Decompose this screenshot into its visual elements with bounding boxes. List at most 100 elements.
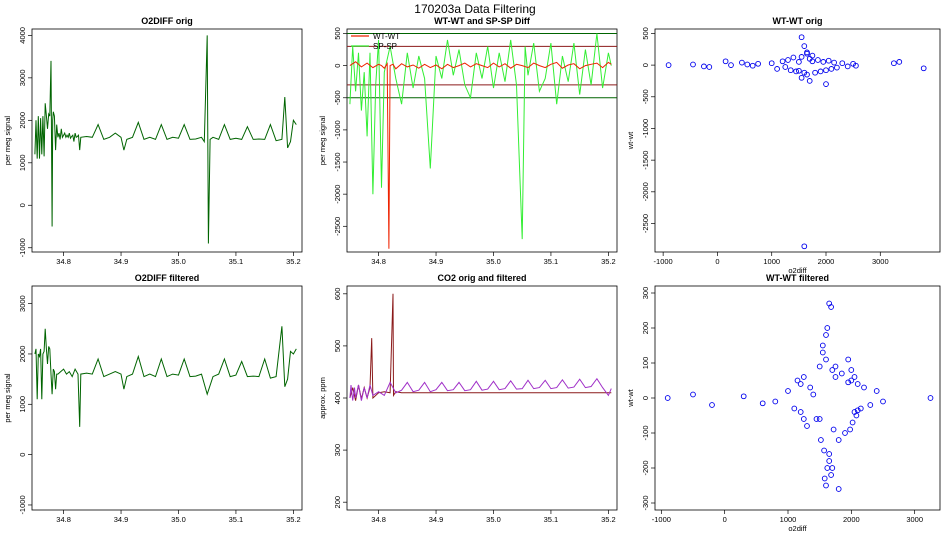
scatter-point [826, 458, 833, 464]
wtwt-spsp-diff-panel: WT-WT and SP-SP Diff 34.8 34.9 35.0 35.1 35.2… [318, 16, 618, 266]
x-tick-label: 35.2 [286, 257, 301, 266]
scatter-point [835, 437, 842, 443]
panel-title: O2DIFF orig [141, 16, 193, 26]
y-tick-label: -1500 [333, 152, 342, 171]
plot-area [34, 35, 297, 244]
x-tick-label: 35.0 [171, 257, 186, 266]
legend-label: WT-WT [373, 32, 400, 41]
scatter-point [810, 391, 817, 398]
series-line-o2diff [34, 326, 297, 427]
scatter-point [739, 59, 745, 66]
x-tick-label: 34.9 [114, 515, 129, 524]
co2-orig-filtered-panel: CO2 orig and filtered 34.8 34.9 35.0 35.1 35.… [318, 273, 618, 524]
scatter-point [819, 342, 826, 349]
x-tick-label: 35.0 [486, 257, 501, 266]
scatter-point [819, 349, 826, 356]
scatter-point [851, 374, 858, 380]
x-tick-label: 2000 [818, 257, 835, 266]
scatter-point [920, 65, 927, 72]
scatter-point [896, 59, 903, 65]
y-tick-label: -500 [641, 89, 650, 104]
scatter-point [797, 409, 804, 415]
scatter-point [806, 78, 813, 84]
x-tick-label: 3000 [906, 515, 923, 524]
y-tick-label: 2000 [18, 112, 27, 129]
x-tick-label: 34.8 [56, 257, 71, 266]
scatter-point [853, 62, 859, 69]
scatter-point [782, 64, 789, 70]
scatter-point [709, 402, 715, 408]
x-tick-label: 35.1 [229, 257, 244, 266]
series-line-sp-sp [349, 33, 612, 240]
scatter-point [927, 395, 934, 401]
plot-frame [346, 28, 618, 253]
scatter-point [828, 472, 834, 478]
y-tick-label: 300 [333, 444, 342, 457]
scatter-point [798, 54, 805, 60]
scatter-point [823, 67, 829, 74]
scatter-point [832, 374, 839, 380]
scatter-point [826, 451, 833, 457]
y-tick-label: 3000 [18, 70, 27, 87]
x-tick-label: 34.9 [114, 257, 129, 266]
y-tick-label: -1000 [18, 238, 27, 257]
scatter-point [690, 61, 696, 68]
plot-frame [31, 285, 303, 511]
y-tick-label: -2500 [333, 217, 342, 236]
x-tick-label: 1000 [763, 257, 780, 266]
scatter-point [804, 50, 810, 57]
x-tick-label: 34.9 [429, 515, 444, 524]
scatter-point [824, 465, 831, 471]
scatter-point [816, 363, 823, 370]
y-tick-label: -2000 [641, 182, 650, 201]
scatter-point [793, 68, 799, 75]
plot-frame [31, 28, 303, 253]
x-tick-label: 3000 [872, 257, 889, 266]
y-tick-label: -100 [641, 425, 650, 440]
scatter-point [838, 370, 845, 377]
scatter-point [818, 437, 824, 443]
y-tick-label: 0 [641, 63, 650, 67]
o2diff-orig-panel: O2DIFF orig 34.8 34.9 35.0 35.1 35.2 -1000 0 100… [3, 16, 303, 266]
x-tick-label: 34.8 [371, 515, 386, 524]
y-tick-label: 0 [18, 453, 27, 457]
panel-title: WT-WT and SP-SP Diff [434, 16, 531, 26]
scatter-point [740, 393, 747, 400]
scatter-point [891, 60, 897, 67]
scatter-point [744, 61, 751, 68]
scatter-point [749, 62, 756, 69]
x-tick-label: 2000 [843, 515, 860, 524]
scatter-point [823, 482, 829, 489]
scatter-point [854, 407, 861, 414]
scatter-point [848, 377, 855, 384]
scatter-point [804, 423, 810, 429]
scatter-point [851, 409, 858, 415]
scatter-point [785, 388, 791, 394]
scatter-point [832, 363, 839, 370]
plot-frame [346, 285, 618, 511]
scatter-point [815, 57, 821, 63]
scatter-point [839, 60, 846, 67]
scatter-point [800, 374, 807, 380]
y-tick-label: 3000 [18, 295, 27, 312]
y-tick-label: 100 [641, 357, 650, 370]
scatter-point [798, 74, 805, 81]
scatter-point [768, 60, 775, 67]
scatter-point [829, 367, 836, 373]
scatter-point [801, 69, 808, 76]
scatter-point [834, 64, 840, 71]
scatter-point [701, 63, 707, 70]
panel-title: O2DIFF filtered [135, 273, 200, 283]
series-line-co2-filtered [349, 377, 612, 401]
scatter-point [854, 381, 861, 387]
x-tick-label: 35.1 [229, 515, 244, 524]
x-tick-label: 34.9 [429, 257, 444, 266]
y-tick-label: 0 [18, 203, 27, 207]
scatter-point [873, 388, 880, 394]
x-tick-label: 35.1 [544, 257, 559, 266]
scatter-point [828, 66, 835, 72]
series-line-wt-wt [349, 61, 612, 249]
scatter-point [787, 67, 794, 74]
y-tick-label: -1500 [641, 151, 650, 170]
scatter-point [785, 57, 791, 63]
